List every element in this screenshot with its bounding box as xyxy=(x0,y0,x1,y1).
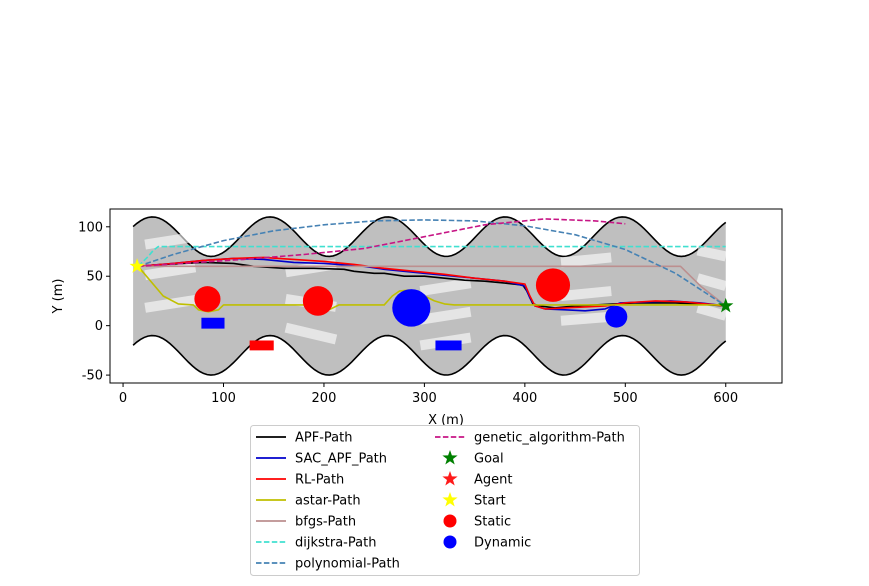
start-marker xyxy=(129,258,145,273)
static-obstacle xyxy=(535,268,571,302)
obstacle-strip xyxy=(144,262,197,281)
x-tick-label: 200 xyxy=(312,391,337,406)
corridor-upper-wall xyxy=(132,216,727,258)
plot-frame xyxy=(109,208,783,384)
obstacle-strip xyxy=(696,273,728,291)
x-tick-label: 600 xyxy=(713,391,738,406)
corridor-lower-wall xyxy=(132,334,727,376)
obstacle-strip xyxy=(560,286,612,301)
plot-area xyxy=(129,216,734,376)
obstacle-strip xyxy=(284,322,338,345)
obstacle-strip xyxy=(144,231,197,250)
legend-star-icon xyxy=(442,492,458,507)
y-tick-label: 50 xyxy=(86,270,103,285)
x-tick-label: 400 xyxy=(512,391,537,406)
legend-label: Static xyxy=(474,515,511,530)
legend-label: Agent xyxy=(474,473,512,488)
y-tick-label: 0 xyxy=(95,319,103,334)
legend-label: bfgs-Path xyxy=(295,515,356,530)
legend-box xyxy=(250,425,640,576)
legend-star-icon xyxy=(442,450,458,465)
x-tick-label: 100 xyxy=(211,391,236,406)
legend-label: Goal xyxy=(474,452,504,467)
legend-circle-icon xyxy=(443,535,457,549)
legend-label: polynomial-Path xyxy=(295,557,400,572)
x-tick-label: 500 xyxy=(613,391,638,406)
y-tick-label: 100 xyxy=(78,220,103,235)
series-line xyxy=(137,245,726,267)
obstacle-strip xyxy=(144,295,197,313)
static-rectangle-obstacle xyxy=(249,340,274,351)
obstacle-strip xyxy=(419,306,472,325)
obstacle-strip xyxy=(560,252,612,268)
legend-label: RL-Path xyxy=(295,473,344,488)
legend-label: dijkstra-Path xyxy=(295,536,376,551)
legend-label: Dynamic xyxy=(474,536,531,551)
legend-circle-icon xyxy=(443,514,457,528)
obstacle-strip xyxy=(696,245,727,262)
series-line xyxy=(137,219,727,307)
legend-label: Start xyxy=(474,494,506,509)
dynamic-obstacle xyxy=(605,305,628,328)
legend-label: genetic_algorithm-Path xyxy=(474,431,625,446)
legend-label: astar-Path xyxy=(295,494,361,509)
static-obstacle xyxy=(194,286,221,312)
legend-star-icon xyxy=(442,471,458,486)
dynamic-rectangle-obstacle xyxy=(435,340,462,351)
goal-marker xyxy=(718,297,734,313)
y-axis-label: Y (m) xyxy=(51,279,66,315)
series-line xyxy=(138,218,626,268)
obstacle-strip xyxy=(696,303,728,321)
static-obstacle xyxy=(302,286,333,316)
obstacle-strip xyxy=(419,278,472,296)
x-tick-label: 0 xyxy=(119,391,127,406)
x-tick-label: 300 xyxy=(412,391,437,406)
dynamic-obstacle xyxy=(392,289,431,327)
y-tick-label: -50 xyxy=(82,369,103,384)
axis-ticks: 0 100 200 300 400 500 600 -50 0 50 100 xyxy=(78,220,738,406)
legend: APF-Path SAC_APF_Path RL-Path astar-Path bfg… xyxy=(250,425,640,576)
series-line xyxy=(138,265,727,307)
legend-label: SAC_APF_Path xyxy=(295,452,387,467)
obstacle-strip xyxy=(560,311,612,326)
legend-label: APF-Path xyxy=(295,431,352,446)
dynamic-rectangle-obstacle xyxy=(201,317,225,329)
x-axis-label: X (m) xyxy=(428,413,464,428)
